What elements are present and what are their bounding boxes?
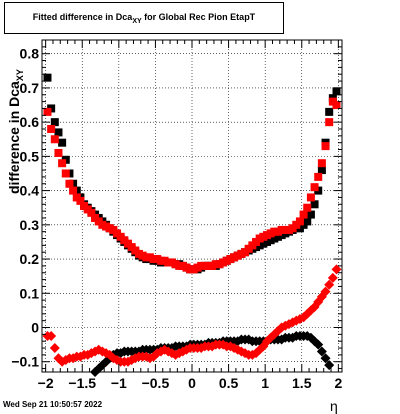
x-tick-label: −0.5 bbox=[142, 375, 170, 391]
data-point bbox=[317, 159, 326, 168]
data-point bbox=[49, 343, 60, 354]
data-point bbox=[314, 172, 323, 181]
x-tick-label: −1 bbox=[111, 375, 127, 391]
data-point bbox=[58, 159, 67, 168]
data-point bbox=[54, 148, 63, 157]
y-tick-label: 0.4 bbox=[20, 183, 40, 199]
y-tick-label: 0.2 bbox=[20, 251, 40, 267]
data-point bbox=[310, 183, 319, 192]
series-2 bbox=[90, 331, 335, 377]
data-point bbox=[47, 124, 56, 133]
x-axis-label: η bbox=[330, 398, 338, 414]
data-point bbox=[321, 142, 330, 151]
data-point bbox=[332, 101, 341, 110]
data-point bbox=[303, 217, 312, 226]
title-box: Fitted difference in DcaXY for Global Re… bbox=[4, 2, 284, 34]
data-point bbox=[316, 346, 327, 357]
chart-title: Fitted difference in DcaXY for Global Re… bbox=[32, 11, 256, 25]
data-point bbox=[317, 166, 326, 175]
y-tick-label: 0.7 bbox=[20, 80, 40, 96]
y-tick-label: 0.3 bbox=[20, 217, 40, 233]
data-point bbox=[76, 196, 85, 205]
data-point bbox=[43, 107, 52, 116]
data-point bbox=[324, 279, 335, 290]
data-point bbox=[306, 210, 315, 219]
x-tick-label: 1 bbox=[261, 375, 269, 391]
data-point bbox=[313, 339, 324, 350]
x-tick-label: 2 bbox=[334, 375, 342, 391]
y-tick-label: 0.8 bbox=[20, 46, 40, 62]
data-point bbox=[320, 353, 331, 364]
data-point bbox=[87, 208, 96, 217]
y-tick-label: −0.1 bbox=[11, 354, 39, 370]
data-point bbox=[306, 193, 315, 202]
series-1 bbox=[43, 97, 341, 274]
data-point bbox=[327, 272, 338, 283]
data-point bbox=[54, 128, 63, 137]
series-3 bbox=[42, 264, 342, 367]
data-point bbox=[58, 138, 67, 147]
data-point bbox=[46, 331, 57, 342]
data-point bbox=[50, 118, 59, 127]
data-point bbox=[122, 356, 133, 367]
data-point bbox=[310, 200, 319, 209]
data-point bbox=[325, 118, 334, 127]
data-point bbox=[325, 107, 334, 116]
data-point bbox=[324, 360, 335, 371]
data-point bbox=[50, 135, 59, 144]
marker-layer bbox=[42, 73, 342, 377]
data-point bbox=[65, 179, 74, 188]
y-tick-label: 0.1 bbox=[20, 285, 40, 301]
y-tick-label: 0.5 bbox=[20, 148, 40, 164]
data-point bbox=[331, 264, 342, 275]
data-point bbox=[69, 186, 78, 195]
date-stamp: Wed Sep 21 10:50:57 2022 bbox=[3, 400, 103, 409]
x-tick-label: 0.5 bbox=[219, 375, 239, 391]
y-tick-label: 0.6 bbox=[20, 114, 40, 130]
y-tick-label: 0 bbox=[31, 320, 39, 336]
x-tick-label: 0 bbox=[188, 375, 196, 391]
y-axis-label: difference in DcaXY bbox=[6, 69, 25, 194]
data-point bbox=[303, 203, 312, 212]
x-tick-label: −2 bbox=[38, 375, 54, 391]
data-point bbox=[320, 286, 331, 297]
data-point bbox=[299, 210, 308, 219]
x-tick-label: −1.5 bbox=[68, 375, 96, 391]
data-point bbox=[61, 169, 70, 178]
tick-layer: −2 −1.5 −1 −0.5 0 0.5 1 1.5 2 −0.1 0 0.1 0.2 0.3 0.4 0.… bbox=[11, 40, 342, 391]
data-point bbox=[332, 87, 341, 96]
data-point bbox=[295, 217, 304, 226]
data-point bbox=[43, 73, 52, 82]
x-tick-label: 1.5 bbox=[292, 375, 312, 391]
